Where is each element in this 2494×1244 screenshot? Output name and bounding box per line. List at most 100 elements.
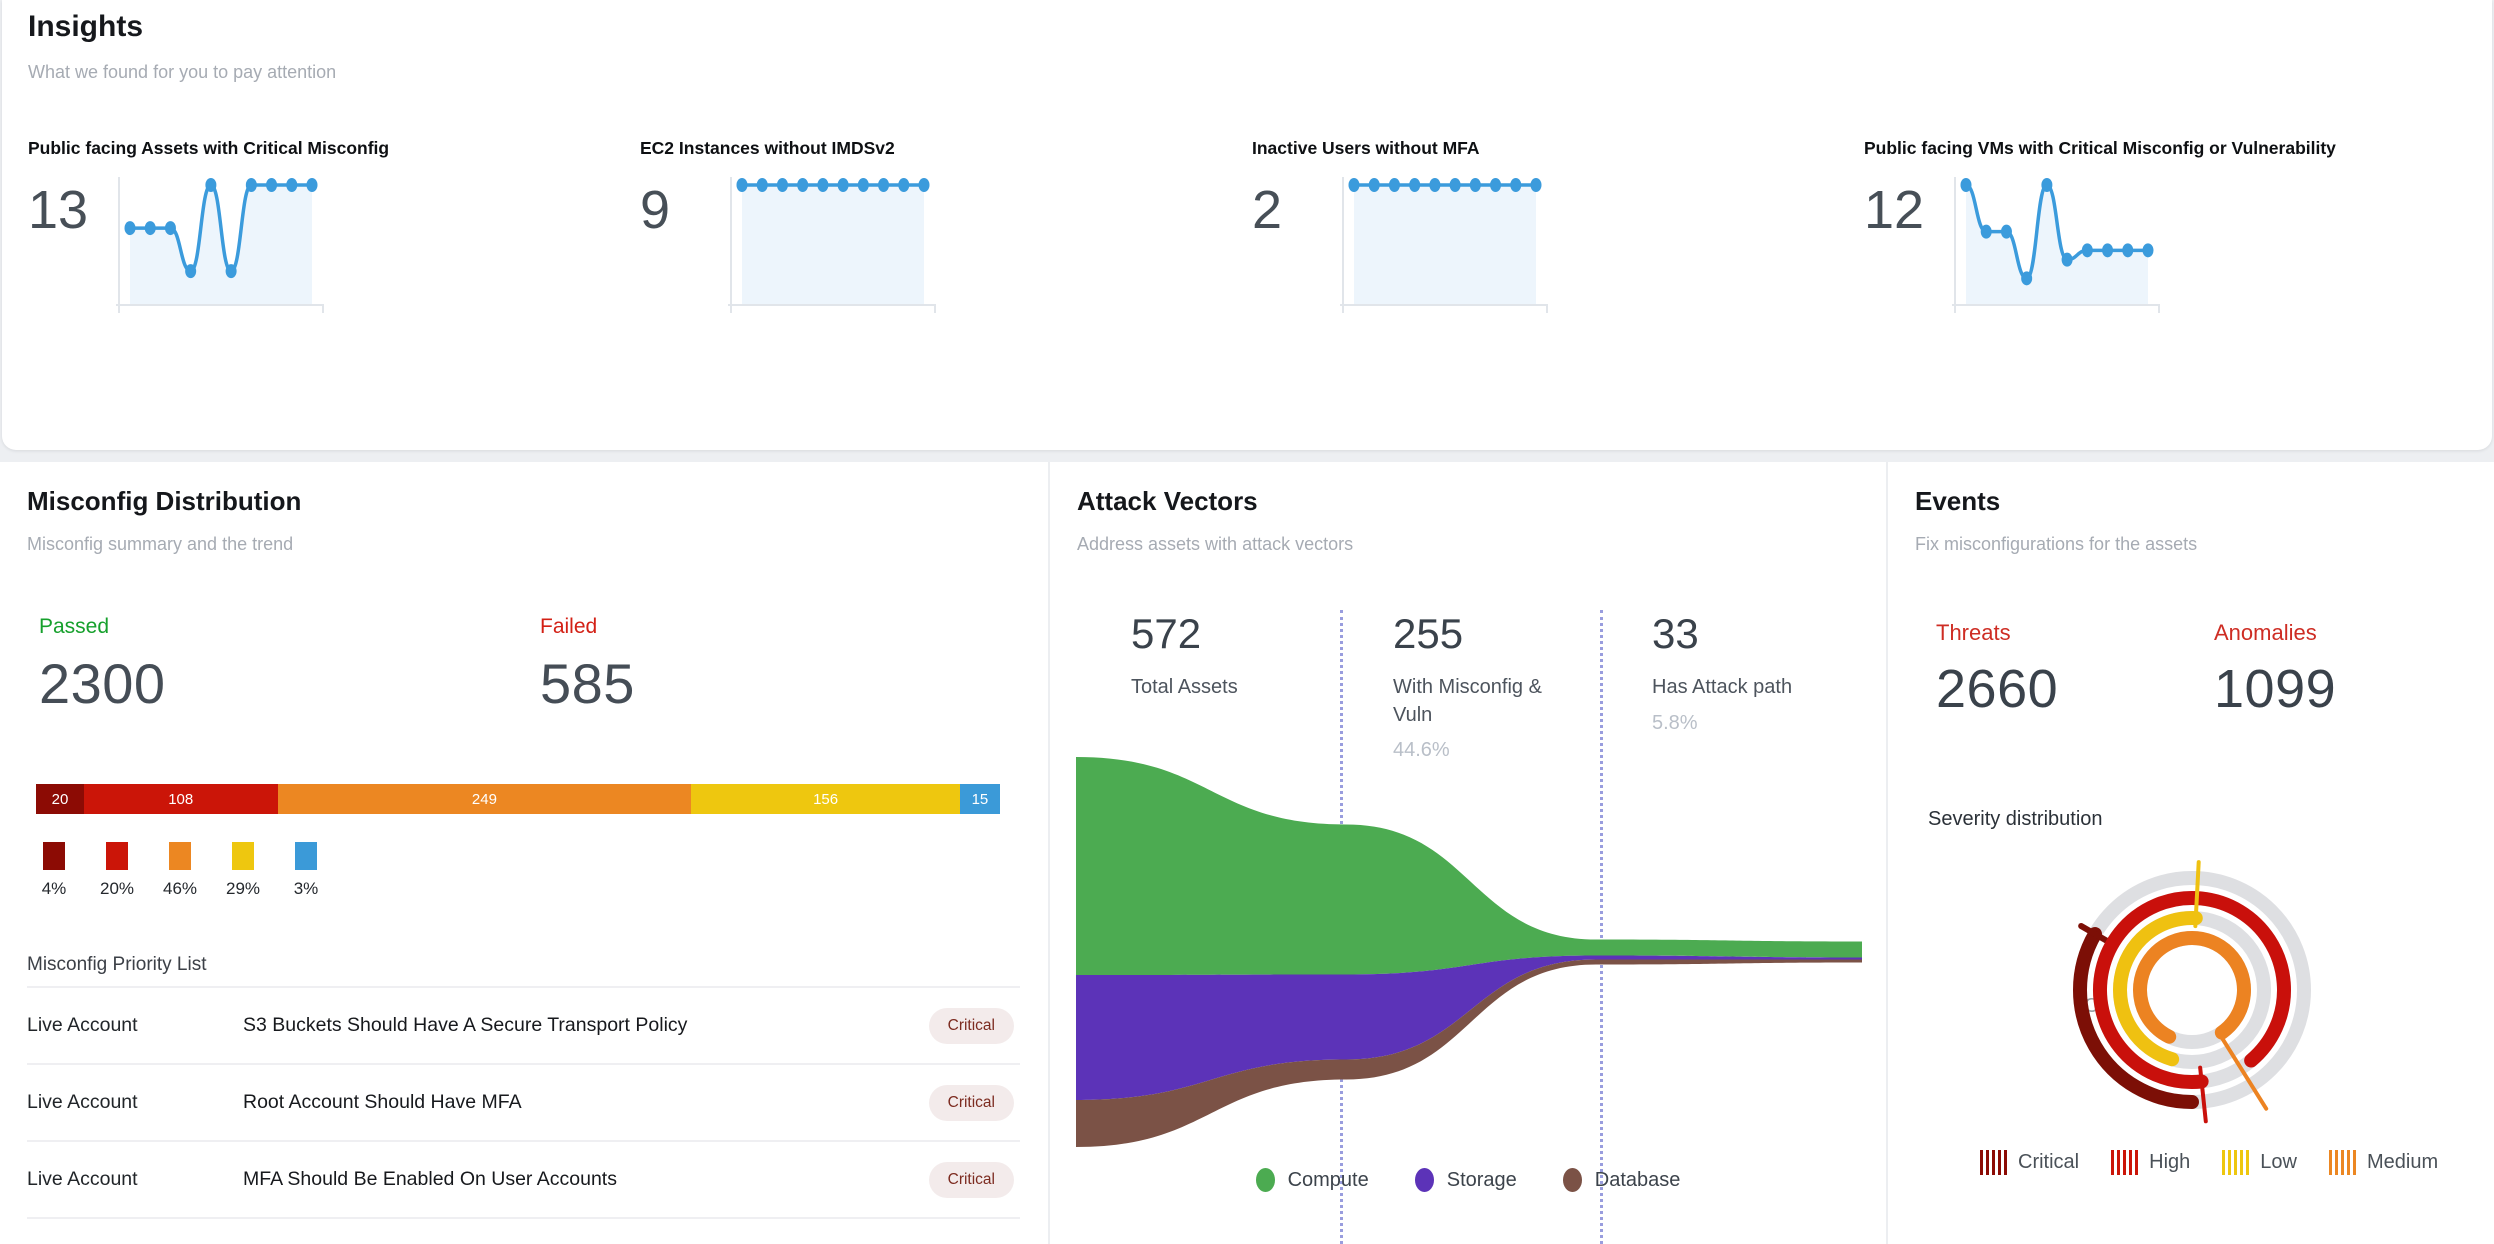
- insight-card-title: Public facing VMs with Critical Misconfi…: [1864, 138, 2336, 158]
- insights-subtitle: What we found for you to pay attention: [28, 62, 337, 82]
- insight-card-ec2-imdsv2[interactable]: EC2 Instances without IMDSv2 9: [640, 138, 1252, 358]
- priority-row[interactable]: Live Account Root Account Should Have MF…: [27, 1063, 1020, 1140]
- anomalies-stat: Anomalies 1099: [2214, 620, 2336, 720]
- failed-label: Failed: [540, 615, 598, 638]
- severity-bar-segment[interactable]: 249: [277, 784, 692, 814]
- events-panel: Events Fix misconfigurations for the ass…: [1886, 462, 2494, 1244]
- failed-value: 585: [540, 652, 635, 715]
- legend-percent: 29%: [225, 879, 261, 898]
- anomalies-value: 1099: [2214, 659, 2337, 719]
- legend-swatch: [43, 842, 65, 870]
- insight-card-title: Inactive Users without MFA: [1252, 138, 1480, 158]
- bottom-section: Misconfig Distribution Misconfig summary…: [0, 462, 2494, 1244]
- stat-percent: 5.8%: [1652, 711, 1698, 734]
- legend-item-high[interactable]: High: [2111, 1150, 2190, 1175]
- stat-label: Total Assets: [1131, 676, 1238, 698]
- severity-radial-chart: C: [2073, 860, 2311, 1124]
- insight-card-inactive-users[interactable]: Inactive Users without MFA 2: [1252, 138, 1864, 358]
- panel-subtitle: Address assets with attack vectors: [1077, 534, 1354, 554]
- rule-title: MFA Should Be Enabled On User Accounts: [243, 1168, 617, 1190]
- funnel-legend: Compute Storage Database: [1050, 1168, 1886, 1192]
- legend-item-critical[interactable]: Critical: [1980, 1150, 2079, 1175]
- legend-label: High: [2149, 1151, 2191, 1173]
- priority-row[interactable]: Live Account S3 Buckets Should Have A Se…: [27, 986, 1020, 1063]
- severity-distribution-title: Severity distribution: [1928, 808, 2103, 830]
- legend-item-critical[interactable]: 4%: [36, 842, 72, 899]
- legend-item-low[interactable]: 29%: [225, 842, 261, 899]
- legend-label: Low: [2260, 1151, 2297, 1173]
- severity-badge: Critical: [928, 1084, 1014, 1121]
- legend-item-low[interactable]: Low: [2222, 1150, 2297, 1175]
- legend-item-database[interactable]: Database: [1562, 1168, 1681, 1192]
- priority-list-title: Misconfig Priority List: [27, 954, 207, 975]
- threats-label: Threats: [1936, 620, 2011, 645]
- panel-subtitle: Fix misconfigurations for the assets: [1915, 534, 2198, 554]
- panel-title: Events: [1915, 486, 2001, 516]
- anomalies-label: Anomalies: [2214, 620, 2317, 645]
- severity-stacked-bar[interactable]: 20 108 249 156 15: [36, 784, 1000, 814]
- rule-title: S3 Buckets Should Have A Secure Transpor…: [243, 1014, 688, 1036]
- legend-item-medium[interactable]: 46%: [162, 842, 198, 899]
- stripe-icon: [1980, 1150, 2007, 1175]
- stripe-icon: [2328, 1150, 2356, 1175]
- threats-stat: Threats 2660: [1936, 620, 2058, 720]
- insight-card-public-vms[interactable]: Public facing VMs with Critical Misconfi…: [1864, 138, 2476, 358]
- insight-card-value: 9: [640, 180, 671, 240]
- legend-percent: 20%: [99, 879, 135, 898]
- insight-card-public-assets[interactable]: Public facing Assets with Critical Misco…: [28, 138, 640, 358]
- severity-legend: Critical High Low Medium: [1980, 1150, 2438, 1175]
- insights-title: Insights: [28, 10, 144, 43]
- rule-title: Root Account Should Have MFA: [243, 1091, 522, 1113]
- insight-card-value: 12: [1864, 180, 1925, 240]
- severity-bar-segment[interactable]: 108: [83, 784, 278, 814]
- legend-swatch: [169, 842, 191, 870]
- legend-item-medium[interactable]: Medium: [2328, 1150, 2439, 1175]
- passed-label: Passed: [39, 615, 110, 638]
- legend-percent: 46%: [162, 879, 198, 898]
- legend-label: Medium: [2366, 1151, 2439, 1173]
- severity-bar-segment[interactable]: 156: [691, 784, 960, 814]
- severity-badge: Critical: [928, 1161, 1014, 1198]
- trend-sparkline: [1952, 177, 2160, 313]
- stat-attack-path: 33 Has Attack path 5.8%: [1652, 610, 1792, 735]
- insights-section: Insights What we found for you to pay at…: [2, 0, 2492, 450]
- severity-bar-legend: 4% 20% 46% 29% 3%: [36, 842, 324, 899]
- severity-bar-segment[interactable]: 20: [36, 784, 84, 814]
- stat-value: 33: [1652, 610, 1699, 657]
- trend-sparkline: [728, 177, 936, 313]
- insight-card-value: 13: [28, 180, 89, 240]
- legend-percent: 3%: [293, 879, 319, 898]
- stripe-icon: [2111, 1150, 2139, 1175]
- panel-title: Misconfig Distribution: [27, 486, 302, 516]
- legend-dot: [1562, 1168, 1582, 1192]
- legend-item-storage[interactable]: Storage: [1414, 1168, 1517, 1192]
- stat-with-misconfig: 255 With Misconfig & Vuln 44.6%: [1393, 610, 1583, 762]
- insight-cards: Public facing Assets with Critical Misco…: [28, 138, 2476, 358]
- stripe-icon: [2222, 1150, 2250, 1175]
- legend-label: Storage: [1446, 1168, 1517, 1191]
- legend-dot: [1255, 1168, 1275, 1192]
- threats-value: 2660: [1936, 659, 2059, 719]
- legend-label: Database: [1594, 1168, 1681, 1191]
- trend-sparkline: [116, 177, 324, 313]
- legend-item-high[interactable]: 20%: [99, 842, 135, 899]
- panel-subtitle: Misconfig summary and the trend: [27, 534, 294, 554]
- passed-stat: Passed 2300: [39, 615, 166, 716]
- severity-badge: Critical: [928, 1007, 1014, 1044]
- priority-row[interactable]: Live Account MFA Should Be Enabled On Us…: [27, 1140, 1020, 1219]
- failed-stat: Failed 585: [540, 615, 635, 716]
- insight-card-title: Public facing Assets with Critical Misco…: [28, 138, 390, 158]
- panel-title: Attack Vectors: [1077, 486, 1258, 516]
- legend-swatch: [295, 842, 317, 870]
- trend-sparkline: [1340, 177, 1548, 313]
- legend-label: Critical: [2018, 1151, 2080, 1173]
- stat-label: With Misconfig & Vuln: [1393, 676, 1542, 726]
- legend-item-info[interactable]: 3%: [288, 842, 324, 899]
- insight-card-title: EC2 Instances without IMDSv2: [640, 138, 895, 158]
- stat-total-assets: 572 Total Assets: [1131, 610, 1238, 702]
- stat-percent: 44.6%: [1393, 739, 1450, 762]
- severity-bar-segment[interactable]: 15: [959, 784, 1000, 814]
- legend-item-compute[interactable]: Compute: [1255, 1168, 1369, 1192]
- stage-divider: [1600, 610, 1603, 1244]
